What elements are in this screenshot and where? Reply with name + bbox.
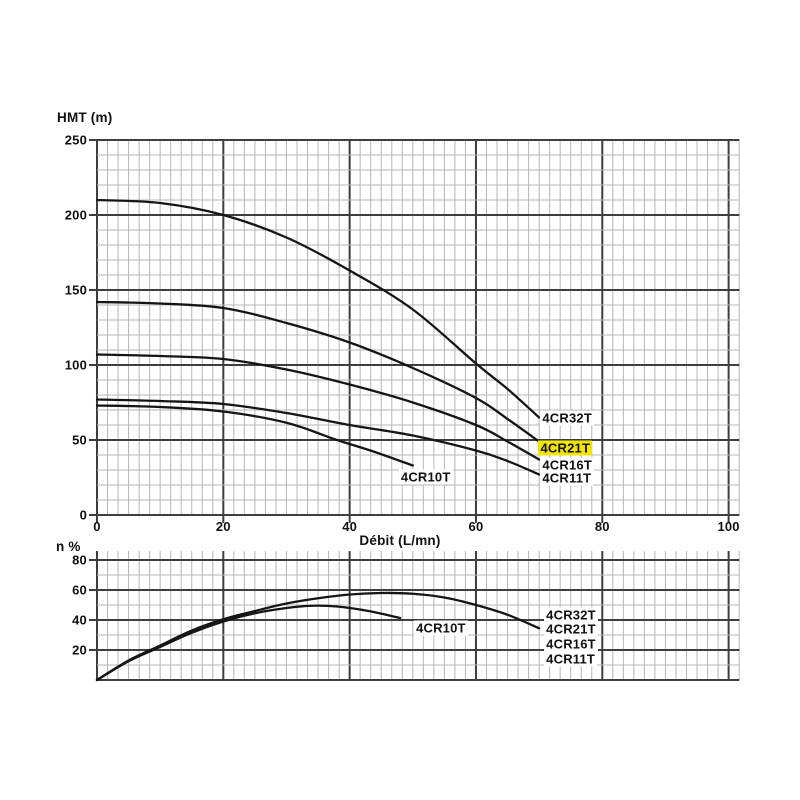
efficiency-curve-label-4cr21t: 4CR21T xyxy=(544,621,598,637)
tick-label: 40 xyxy=(342,519,357,534)
head-curve-label-4cr11t: 4CR11T xyxy=(540,470,594,486)
tick-label: 250 xyxy=(65,133,87,148)
tick-label: 150 xyxy=(65,283,87,298)
head-curve-label-4cr32t: 4CR32T xyxy=(540,410,594,426)
tick-label: 100 xyxy=(717,519,739,534)
head-flow-curves xyxy=(95,198,541,476)
efficiency-curve-label-4cr10t: 4CR10T xyxy=(414,620,468,636)
efficiency-tick-labels: 20 40 60 80 xyxy=(72,553,87,658)
4cr32t-head-curve xyxy=(95,198,541,419)
head-curve-label-4cr16t: 4CR16T xyxy=(540,457,594,473)
tick-label: 60 xyxy=(469,519,484,534)
tick-label: 80 xyxy=(595,519,610,534)
head-flow-grid xyxy=(89,139,740,523)
tick-label: 60 xyxy=(72,583,87,598)
tick-label: 50 xyxy=(72,433,87,448)
hmt-axis-title: HMT (m) xyxy=(57,110,113,125)
tick-label: 0 xyxy=(80,508,87,523)
tick-label: 200 xyxy=(65,208,87,223)
4cr10t-head-curve xyxy=(95,404,414,467)
debit-axis-title: Débit (L/mn) xyxy=(359,533,441,548)
efficiency-axis-title: n % xyxy=(56,539,81,554)
efficiency-grid xyxy=(89,551,740,681)
4cr10t-efficiency-curve xyxy=(95,604,402,682)
tick-label: 20 xyxy=(72,643,87,658)
4cr11t-head-curve xyxy=(95,398,541,476)
efficiency-curves xyxy=(95,591,541,682)
head-curve-label-4cr10t: 4CR10T xyxy=(398,469,453,485)
head-flow-tick-labels: 0 50 100 150 200 250 0 20 40 60 80 100 xyxy=(65,133,740,535)
4cr16t-head-curve xyxy=(95,353,541,461)
efficiency-curve-label-4cr32t: 4CR32T xyxy=(544,607,598,623)
head-curve-label-4cr21t: 4CR21T xyxy=(538,440,593,455)
4cr21t-head-curve xyxy=(95,300,541,443)
4cr32t-4cr21t-4cr16t-4cr11t-efficiency-curve xyxy=(95,591,541,682)
tick-label: 100 xyxy=(65,358,87,373)
tick-label: 80 xyxy=(72,553,87,568)
efficiency-curve-label-4cr16t: 4CR16T xyxy=(544,636,598,652)
tick-label: 20 xyxy=(216,519,231,534)
efficiency-curve-label-4cr11t: 4CR11T xyxy=(544,651,598,667)
tick-label: 40 xyxy=(72,613,87,628)
tick-label: 0 xyxy=(93,519,100,534)
